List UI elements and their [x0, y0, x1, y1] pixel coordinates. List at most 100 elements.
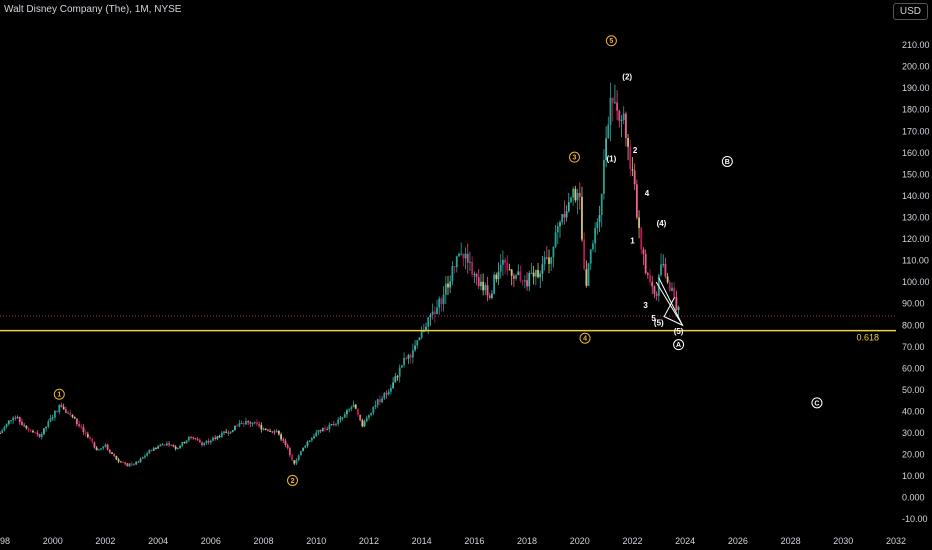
candle-body [453, 266, 456, 268]
candle-body [14, 417, 17, 419]
candle-body [295, 459, 298, 464]
candle-body [299, 451, 302, 456]
candle-body [624, 113, 627, 139]
candle-body [144, 455, 146, 458]
candle-body [655, 293, 658, 296]
svg-text:C: C [814, 400, 819, 407]
candle-body [267, 429, 269, 431]
wave-label-primary[interactable]: 1 [53, 388, 65, 400]
candle-body [578, 192, 581, 197]
currency-button[interactable]: USD [892, 3, 928, 20]
wave-label-major[interactable]: B [721, 155, 733, 167]
x-tick-label: 2004 [148, 536, 168, 546]
y-tick-label: 170.00 [902, 126, 930, 136]
wave-label-primary[interactable]: 3 [568, 151, 580, 163]
candle-body [444, 283, 447, 295]
candle-body [172, 445, 175, 447]
candle-body [137, 461, 140, 463]
candle-body [317, 430, 320, 433]
candle-body [585, 269, 588, 286]
svg-text:A: A [676, 342, 681, 349]
diagonal-trendline[interactable] [655, 281, 683, 326]
candle-body [400, 365, 403, 368]
candle-body [368, 415, 370, 418]
candle-body [97, 449, 100, 451]
candle-body [108, 449, 111, 453]
wave-label-primary[interactable]: 2 [287, 474, 299, 486]
candle-body [148, 450, 151, 454]
candle-body [115, 456, 118, 460]
candle-body [152, 448, 155, 451]
candle-body [313, 436, 315, 438]
candle-body [73, 416, 76, 419]
candle-body [126, 463, 129, 467]
candle-body [495, 274, 498, 280]
candle-body [275, 430, 278, 433]
candle-body [664, 263, 667, 277]
candle-body [166, 443, 168, 446]
candle-body [671, 287, 673, 292]
candle-body [554, 232, 557, 247]
candle-body [141, 457, 144, 459]
wave-label-minor[interactable]: 3 [643, 301, 648, 310]
candle-body [163, 444, 166, 446]
candle-body [605, 138, 608, 160]
candle-body [113, 454, 116, 457]
candle-body [183, 441, 186, 443]
candle-body [104, 444, 107, 447]
wave-label-intermediate[interactable]: (4) [657, 219, 667, 228]
ending-diagonal-drawing[interactable] [658, 277, 684, 327]
wave-label-major[interactable]: A [673, 339, 685, 351]
candle-body [545, 257, 548, 259]
candle-body [556, 226, 559, 233]
candle-body [216, 436, 219, 439]
candle-body [40, 434, 43, 438]
candle-body [438, 298, 441, 308]
wave-label-primary[interactable]: 5 [605, 35, 617, 47]
candle-body [504, 259, 506, 263]
candle-body [49, 417, 52, 422]
wave-label-minor[interactable]: 5 [651, 314, 656, 323]
candle-body [660, 264, 662, 276]
candle-body [64, 409, 67, 414]
wave-label-minor[interactable]: 2 [633, 146, 638, 155]
candle-body [677, 307, 680, 311]
candle-body [620, 119, 623, 121]
wave-label-intermediate[interactable]: (5) [674, 327, 684, 336]
wave-label-minor[interactable]: 1 [630, 236, 635, 245]
candle-body [429, 314, 432, 318]
candle-body [405, 357, 408, 359]
wave-label-major[interactable]: C [811, 397, 823, 409]
candle-body [471, 261, 474, 275]
candle-body [0, 433, 1, 435]
candle-body [284, 440, 287, 445]
candle-body [133, 464, 135, 466]
candle-body [561, 214, 564, 223]
wave-label-minor[interactable]: 4 [645, 189, 650, 198]
candle-body [258, 424, 261, 426]
candle-body [387, 391, 390, 395]
candle-body [205, 441, 208, 444]
candle-body [523, 280, 526, 282]
candle-body [10, 420, 12, 422]
candle-body [3, 426, 6, 431]
candle-body [58, 404, 61, 413]
candle-body [390, 388, 392, 392]
candle-body [418, 337, 421, 341]
candle-body [297, 455, 300, 460]
wave-label-intermediate[interactable]: (1) [606, 154, 616, 163]
wave-label-intermediate[interactable]: (5) [654, 318, 664, 327]
wave-label-intermediate[interactable]: (2) [622, 73, 632, 82]
candle-body [27, 428, 30, 431]
candle-body [598, 215, 601, 223]
candle-body [576, 192, 579, 201]
candle-body [346, 410, 348, 415]
candle-body [324, 428, 326, 430]
wave-label-primary[interactable]: 4 [579, 332, 591, 344]
candle-body [223, 431, 225, 433]
candle-body [330, 424, 333, 426]
candle-body [170, 444, 173, 446]
candle-body [181, 441, 184, 446]
candle-body [477, 277, 480, 287]
